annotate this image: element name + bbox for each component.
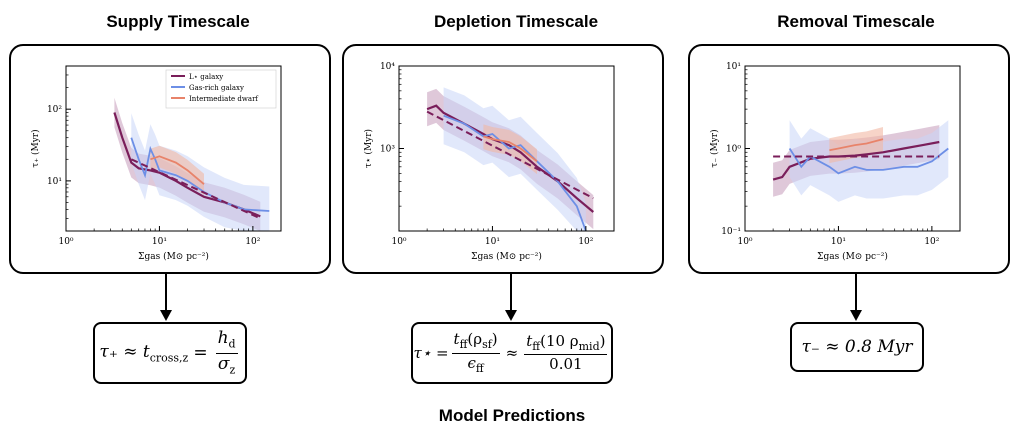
- panel-title-depletion: Depletion Timescale: [433, 12, 599, 31]
- series-line-1: [788, 147, 949, 175]
- y-axis-label: τ₊ (Myr): [30, 129, 41, 167]
- depletion-panel: 10⁰ 10¹ 10² 10⁴ 10³ Σgas (M⊙ pc⁻²) τ⋆ (Myr): [342, 44, 664, 274]
- supply-panel: 10⁰ 10¹ 10² 10² 10¹ Σgas (M⊙ pc⁻²) τ₊ (Myr) L⋆ …: [9, 44, 331, 274]
- panel-title-removal: Removal Timescale: [777, 12, 935, 31]
- depletion-formula: τ⋆ = tff(ρsf) ϵff ≈ tff(10 ρmid) 0.01: [411, 322, 613, 384]
- supply-formula-fraction: hd σz: [215, 328, 238, 376]
- y-tick-label: 10⁰: [726, 145, 741, 155]
- y-tick-label: 10⁴: [380, 62, 395, 72]
- y-axis-label: τ₋ (Myr): [709, 129, 720, 167]
- y-axis-label: τ⋆ (Myr): [363, 129, 374, 168]
- supply-formula-lhs: τ₊ ≈ tcross,z: [99, 341, 189, 365]
- x-axis-label: Σgas (M⊙ pc⁻²): [138, 251, 209, 262]
- y-tick-label: 10²: [47, 105, 62, 115]
- x-axis-label: Σgas (M⊙ pc⁻²): [471, 251, 542, 262]
- series-line-1: [130, 137, 270, 212]
- supply-chart: 10⁰ 10¹ 10² 10² 10¹ Σgas (M⊙ pc⁻²) τ₊ (Myr) L⋆ …: [30, 65, 282, 262]
- depletion-formula-lhs: τ⋆ =: [413, 344, 449, 362]
- depletion-formula-approx: ≈: [505, 344, 519, 362]
- series-line-2: [150, 155, 205, 185]
- depletion-chart: 10⁰ 10¹ 10² 10⁴ 10³ Σgas (M⊙ pc⁻²) τ⋆ (Myr): [363, 62, 615, 262]
- x-tick-label: 10²: [924, 237, 939, 247]
- panel-title-supply: Supply Timescale: [106, 12, 250, 31]
- series-line-1: [443, 114, 587, 232]
- series-line-0: [772, 140, 940, 181]
- y-tick-label: 10¹: [726, 62, 741, 72]
- arrow-down-supply: [160, 274, 172, 321]
- plot-frame: [65, 65, 282, 232]
- y-tick-label: 10¹: [47, 177, 62, 187]
- legend-label-1: Gas-rich galaxy: [189, 84, 244, 92]
- x-tick-label: 10¹: [831, 237, 846, 247]
- x-tick-label: 10¹: [485, 237, 500, 247]
- legend-label-0: L⋆ galaxy: [189, 73, 223, 81]
- depletion-formula-fraction-2: tff(10 ρmid) 0.01: [524, 331, 608, 374]
- supply-formula-eq: =: [193, 343, 208, 363]
- removal-formula-text: τ₋ ≈ 0.8 Myr: [801, 337, 913, 357]
- series-band-1: [789, 120, 949, 202]
- model-fit-line: [426, 110, 594, 200]
- series-line-2: [829, 138, 884, 152]
- x-tick-label: 10⁰: [58, 237, 73, 247]
- legend-label-2: Intermediate dwarf: [189, 95, 259, 103]
- model-fit-line: [130, 158, 261, 220]
- supply-formula: τ₊ ≈ tcross,z = hd σz: [93, 322, 247, 384]
- x-tick-label: 10¹: [152, 237, 167, 247]
- y-tick-label: 10³: [380, 145, 395, 155]
- x-axis-label: Σgas (M⊙ pc⁻²): [817, 251, 888, 262]
- removal-panel: 10⁰ 10¹ 10² 10¹ 10⁰ 10⁻¹ Σgas (M⊙ pc⁻²) τ₋ (Myr…: [688, 44, 1010, 274]
- arrow-down-removal: [850, 274, 862, 321]
- x-tick-label: 10²: [578, 237, 593, 247]
- series-line-2: [483, 135, 538, 163]
- arrow-down-depletion: [505, 274, 517, 321]
- x-tick-label: 10⁰: [737, 237, 752, 247]
- x-tick-label: 10²: [245, 237, 260, 247]
- x-tick-label: 10⁰: [391, 237, 406, 247]
- depletion-formula-fraction-1: tff(ρsf) ϵff: [451, 329, 500, 375]
- y-tick-label: 10⁻¹: [721, 227, 741, 237]
- legend: L⋆ galaxy Gas-rich galaxy Intermediate dwa…: [165, 69, 277, 109]
- footer-title: Model Predictions: [438, 406, 586, 425]
- removal-formula: τ₋ ≈ 0.8 Myr: [790, 322, 924, 372]
- series-band-1: [443, 87, 586, 232]
